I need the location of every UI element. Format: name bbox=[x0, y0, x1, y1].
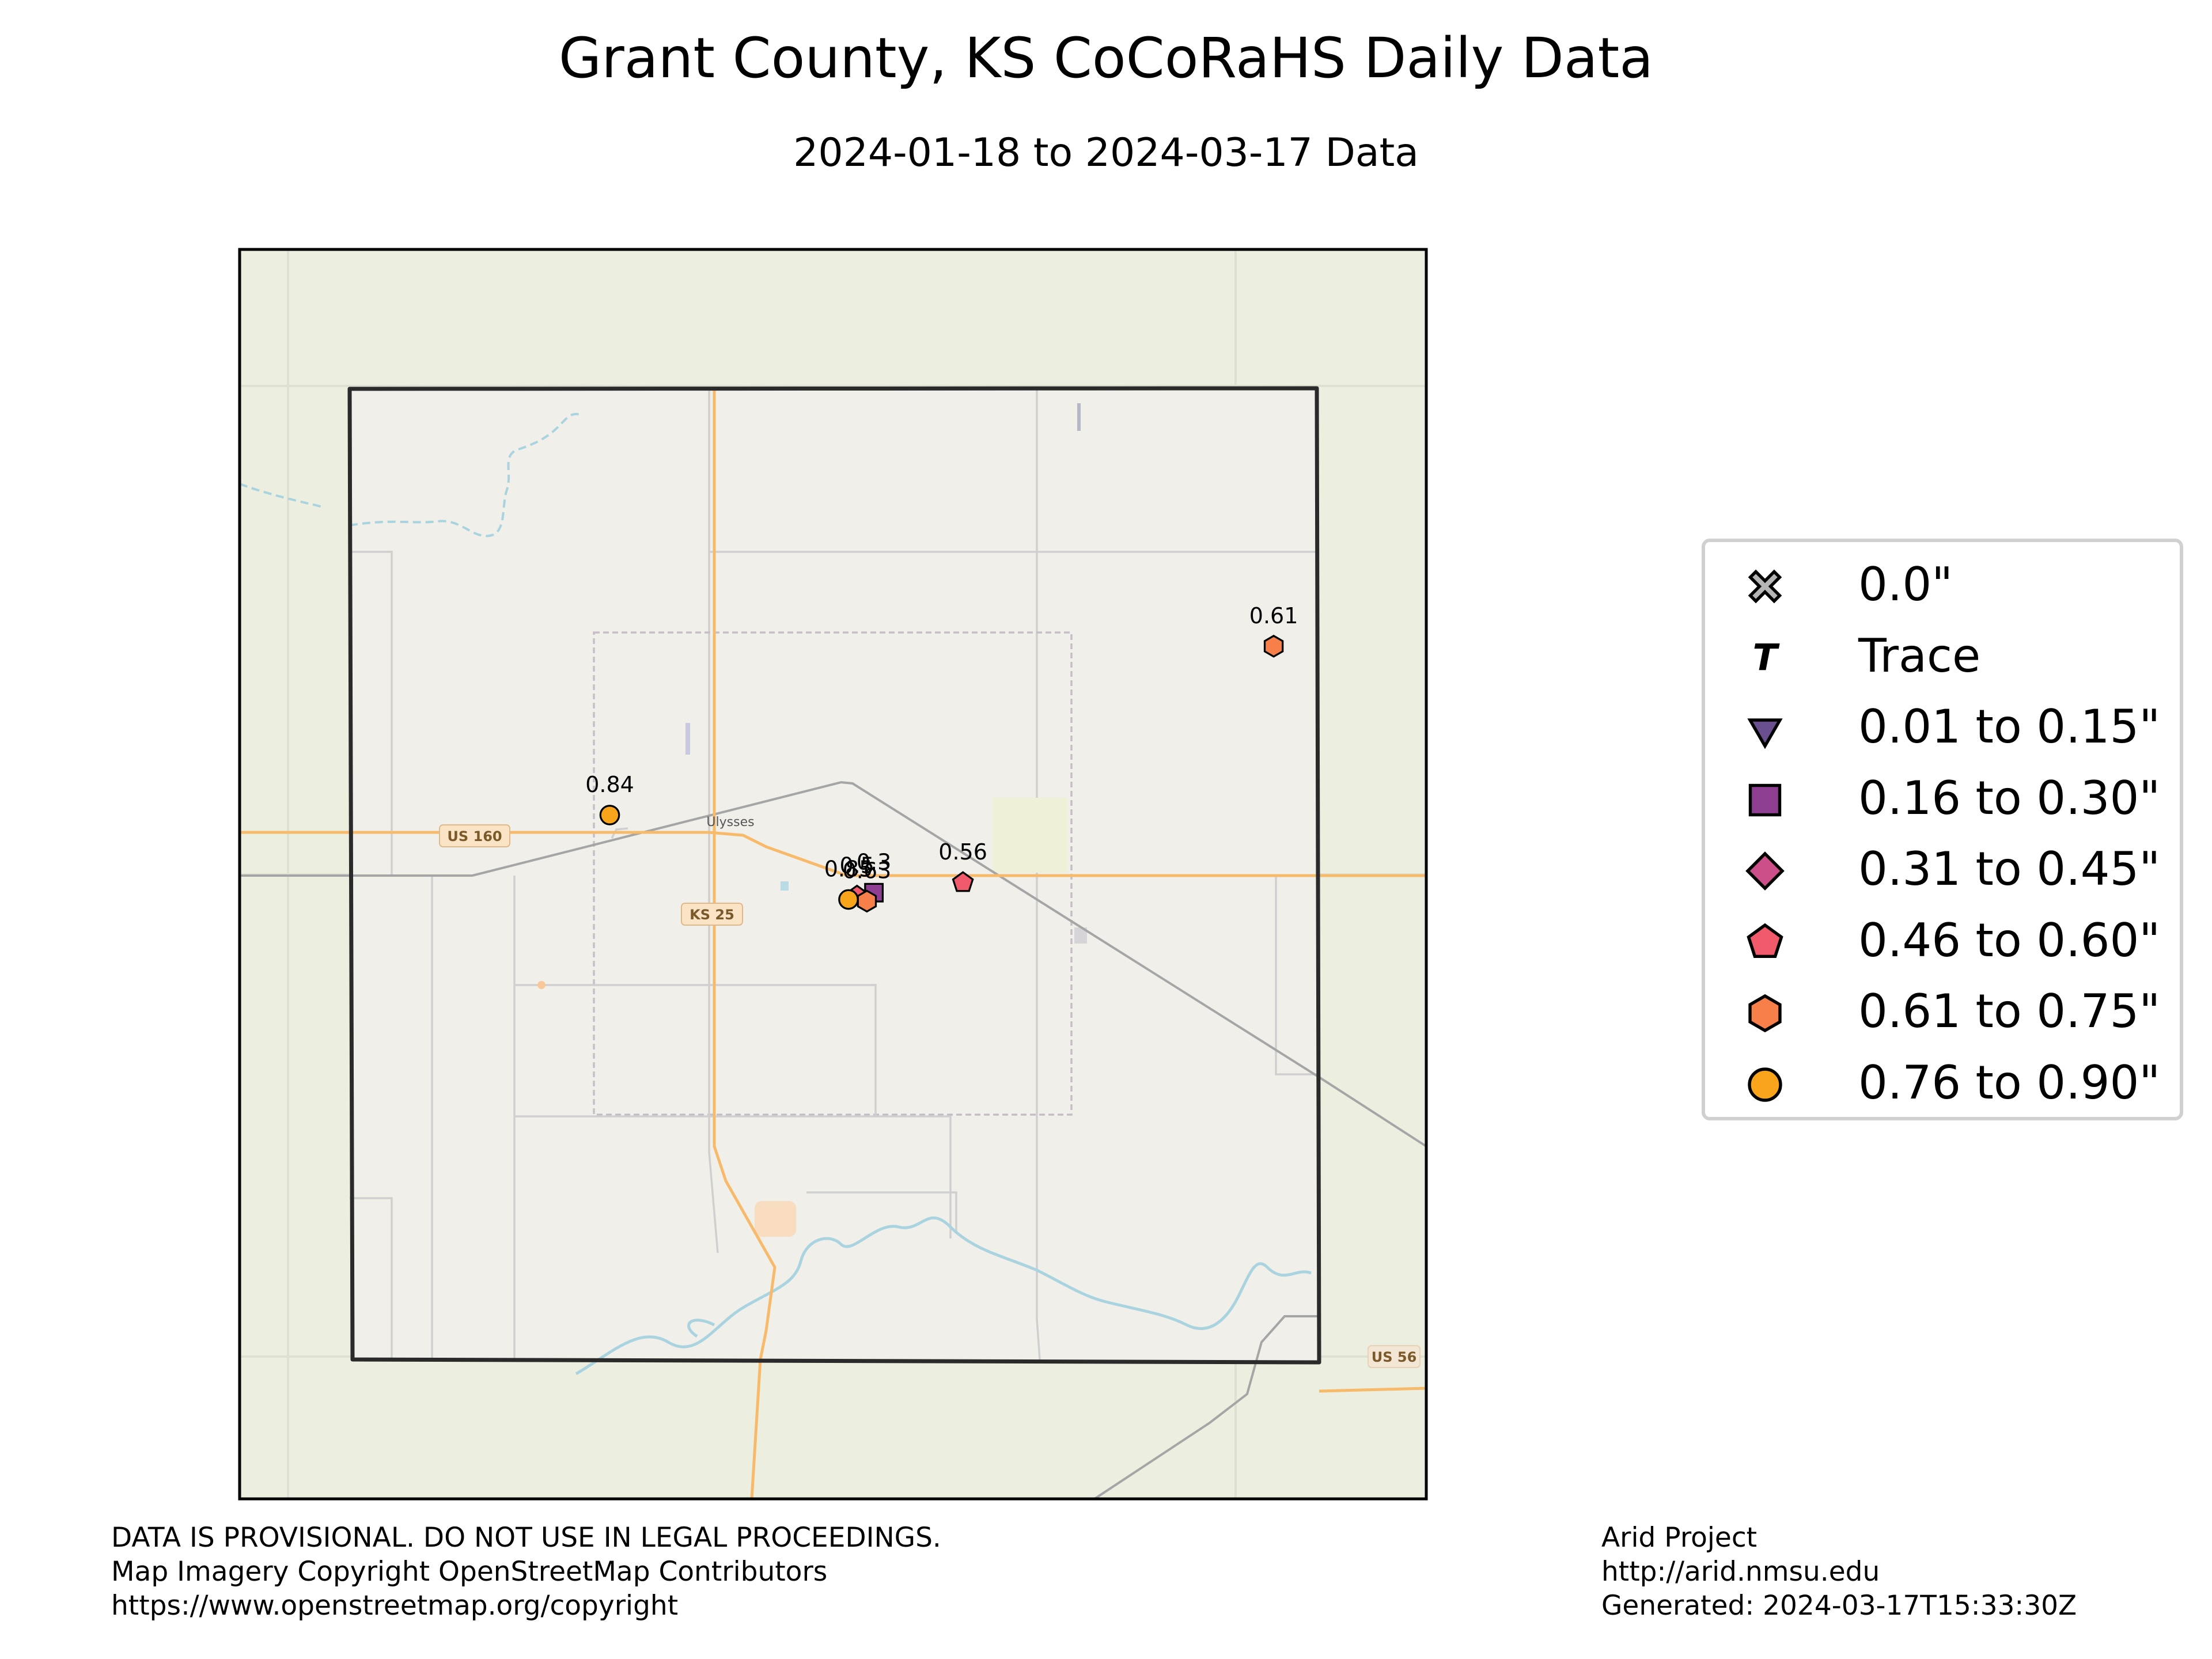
pentagon-icon bbox=[1747, 923, 1783, 958]
observation-label: 0.85 bbox=[824, 857, 873, 882]
square-icon bbox=[1748, 783, 1782, 816]
observation-label: 0.84 bbox=[585, 772, 634, 797]
airport-patch bbox=[755, 1201, 796, 1237]
observations-layer: 0.84 0.61 0.56 0.30.50.630.85 bbox=[585, 603, 1298, 913]
footer-generated: Generated: 2024-03-17T15:33:30Z bbox=[1601, 1590, 2077, 1622]
legend-item-label: 0.0" bbox=[1858, 558, 1953, 611]
observation-label: 0.56 bbox=[938, 839, 987, 865]
diamond-icon bbox=[1745, 851, 1785, 891]
legend-item-label: Trace bbox=[1858, 628, 1981, 683]
road-label-ks25: KS 25 bbox=[690, 907, 734, 923]
town-label-ulysses: Ulysses bbox=[706, 815, 754, 830]
observation-label: 0.3 bbox=[857, 850, 891, 875]
county-boundary bbox=[347, 386, 1321, 1365]
creek bbox=[239, 412, 582, 537]
legend-item-label: 0.76 to 0.90" bbox=[1858, 1055, 2161, 1109]
legend-item: T Trace bbox=[1705, 622, 2180, 691]
triangle-down-icon bbox=[1747, 718, 1783, 749]
legend-item: 0.61 to 0.75" bbox=[1705, 977, 2180, 1046]
footer-project-url[interactable]: http://arid.nmsu.edu bbox=[1601, 1556, 1880, 1588]
river bbox=[575, 1216, 1312, 1376]
legend-item: 0.01 to 0.15" bbox=[1705, 692, 2180, 762]
legend-item: 0.76 to 0.90" bbox=[1705, 1048, 2180, 1118]
observation-marker[interactable] bbox=[952, 871, 974, 892]
map-panel: US 160 KS 25 US 56 Ulysses bbox=[238, 248, 1428, 1501]
hexagon-icon bbox=[1748, 994, 1782, 1033]
observation-marker[interactable] bbox=[599, 805, 620, 825]
legend-item-label: 0.31 to 0.45" bbox=[1858, 842, 2161, 896]
legend-item-label: 0.01 to 0.15" bbox=[1858, 700, 2161, 753]
footer-copyright-url[interactable]: https://www.openstreetmap.org/copyright bbox=[111, 1590, 679, 1622]
road-shields: US 160 KS 25 US 56 bbox=[439, 824, 1421, 1368]
legend-item: 0.46 to 0.60" bbox=[1705, 906, 2180, 975]
minor-roads bbox=[350, 389, 1317, 1360]
legend-item-label: 0.16 to 0.30" bbox=[1858, 771, 2161, 825]
legend-item-label: 0.46 to 0.60" bbox=[1858, 913, 2161, 967]
footer-map-copyright: Map Imagery Copyright OpenStreetMap Cont… bbox=[111, 1556, 828, 1588]
observation-marker[interactable] bbox=[857, 889, 877, 913]
footer-left: DATA IS PROVISIONAL. DO NOT USE IN LEGAL… bbox=[111, 1521, 941, 1623]
road-label-us160: US 160 bbox=[447, 828, 502, 844]
observation-label: 0.61 bbox=[1249, 603, 1298, 628]
observation-marker[interactable] bbox=[838, 889, 859, 910]
observation-label: 0.5 bbox=[839, 853, 874, 878]
footer-project: Arid Project bbox=[1601, 1522, 1758, 1554]
svg-text:T: T bbox=[1753, 637, 1781, 679]
highways bbox=[240, 389, 1427, 1499]
page-title: Grant County, KS CoCoRaHS Daily Data bbox=[558, 26, 1654, 90]
legend-item-label: 0.61 to 0.75" bbox=[1858, 984, 2161, 1038]
page-subtitle: 2024-01-18 to 2024-03-17 Data bbox=[793, 130, 1419, 176]
railroad bbox=[240, 781, 1427, 1147]
observation-label: 0.63 bbox=[843, 858, 892, 883]
x-cross-icon bbox=[1748, 569, 1782, 604]
legend-item: 0.31 to 0.45" bbox=[1705, 835, 2180, 904]
footer-right: Arid Project http://arid.nmsu.edu Genera… bbox=[1601, 1521, 2077, 1623]
observation-marker[interactable] bbox=[1263, 634, 1284, 658]
circle-icon bbox=[1748, 1067, 1782, 1102]
legend-item: 0.16 to 0.30" bbox=[1705, 764, 2180, 833]
road-label-us56: US 56 bbox=[1372, 1349, 1417, 1365]
map-frame bbox=[238, 248, 1428, 1501]
t-letter-icon: T bbox=[1753, 637, 1781, 679]
legend: 0.0" T Trace 0.01 to 0.15" 0.16 to 0.30" 0.31… bbox=[1702, 539, 2183, 1120]
footer-disclaimer: DATA IS PROVISIONAL. DO NOT USE IN LEGAL… bbox=[111, 1522, 941, 1554]
county-land bbox=[350, 388, 1319, 1362]
legend-item: 0.0" bbox=[1705, 550, 2180, 619]
field-patch bbox=[993, 798, 1067, 873]
